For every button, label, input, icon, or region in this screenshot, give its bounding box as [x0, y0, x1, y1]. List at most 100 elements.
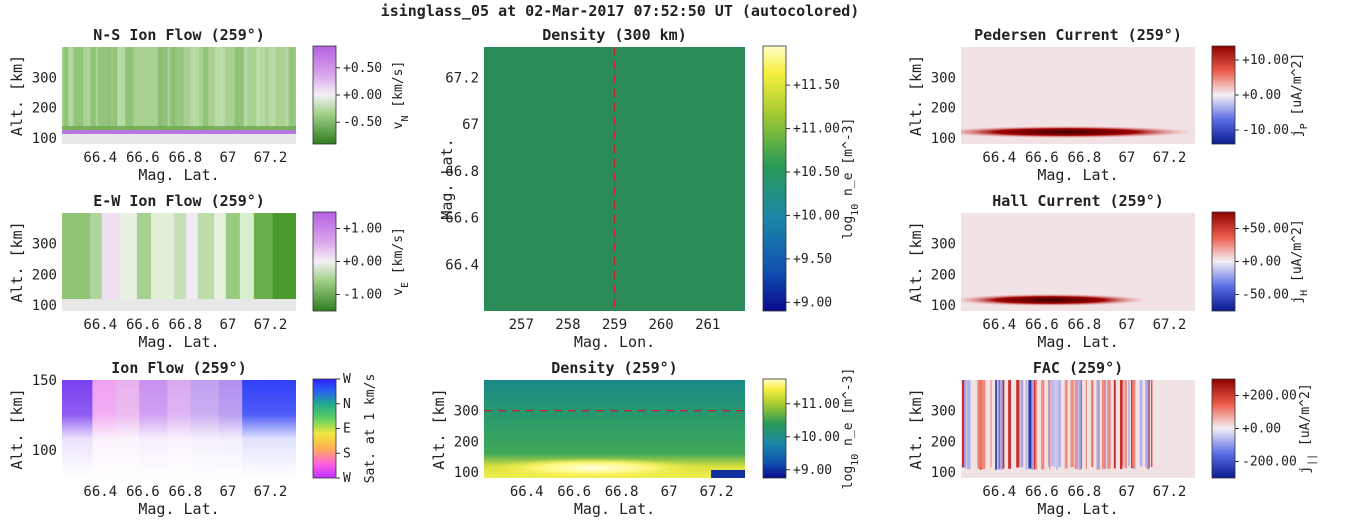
ped-ytick-label: 200 [931, 101, 956, 117]
hall-xtick-label: 66.6 [1025, 317, 1059, 333]
hall-xlabel: Mag. Lat. [1037, 333, 1118, 351]
ns-ylabel: Alt. [km] [8, 55, 26, 136]
den300-xtick-label: 261 [695, 317, 720, 333]
den259-ytick-label: 300 [454, 404, 479, 420]
ped-ytick-label: 100 [931, 131, 956, 147]
ion-xtick-label: 66.8 [169, 484, 203, 500]
ew-ylabel: Alt. [km] [8, 221, 26, 302]
fac-colorbar [1211, 378, 1236, 479]
den300-ytick-label: 66.8 [445, 164, 479, 180]
den300-ytick-label: 66.4 [445, 257, 479, 273]
den300-xtick-label: 259 [602, 317, 627, 333]
hall-xtick-label: 67.2 [1153, 317, 1187, 333]
ion-colorbar-tick: E [343, 422, 351, 437]
ped-xlabel: Mag. Lat. [1037, 166, 1118, 184]
fac-xtick-label: 66.8 [1068, 484, 1102, 500]
fac-field [961, 380, 1195, 478]
ew-ytick-label: 100 [32, 298, 57, 314]
den300-colorbar-tick: +10.50 [793, 165, 840, 180]
ns-colorbar-tick: +0.00 [343, 88, 382, 103]
ped-xtick-label: 67 [1118, 150, 1135, 166]
figure-title: isinglass_05 at 02-Mar-2017 07:52:50 UT … [381, 2, 860, 20]
ns-ytick-label: 200 [32, 101, 57, 117]
den259-xtick-label: 66.6 [557, 484, 591, 500]
ew-ytick-label: 300 [32, 237, 57, 253]
ion-colorbar-tick: N [343, 397, 351, 412]
den259-colorbar-label: log10 n_e [m^-3] [841, 368, 861, 490]
den300-colorbar-label: log10 n_e [m^-3] [841, 118, 861, 240]
den300-xtick-label: 260 [648, 317, 673, 333]
hall-xtick-label: 67 [1118, 317, 1135, 333]
ped-ylabel: Alt. [km] [907, 55, 925, 136]
den259-xtick-label: 66.8 [605, 484, 639, 500]
panel-ew: E-W Ion Flow (259°) 66.4 66.6 66.8 67 67.2 100… [8, 192, 411, 351]
ns-ytick-label: 100 [32, 131, 57, 147]
den300-colorbar-tick: +10.00 [793, 208, 840, 223]
hall-title: Hall Current (259°) [992, 192, 1164, 210]
ion-colorbar-tick: S [343, 446, 351, 461]
den259-colorbar [762, 378, 787, 479]
hall-field [961, 213, 1195, 311]
ion-xlabel: Mag. Lat. [138, 500, 219, 518]
ns-xlabel: Mag. Lat. [138, 166, 219, 184]
fac-ytick-label: 200 [931, 434, 956, 450]
panel-hall: Hall Current (259°) 66.4 66.6 66.8 67 67.2 100… [907, 192, 1310, 351]
fac-colorbar-tick: -200.00 [1242, 455, 1297, 470]
ew-xtick-label: 66.4 [83, 317, 117, 333]
ion-field [62, 380, 296, 478]
ped-colorbar-tick: +10.00 [1242, 53, 1289, 68]
den259-xlabel: Mag. Lat. [574, 500, 655, 518]
den300-colorbar-tick: +11.50 [793, 78, 840, 93]
ew-field [62, 213, 296, 311]
ion-colorbar-label: Sat. at 1 km/s [363, 374, 378, 484]
ion-xtick-label: 67.2 [254, 484, 288, 500]
ns-colorbar-tick: -0.50 [343, 115, 382, 130]
ew-colorbar-tick: -1.00 [343, 288, 382, 303]
fac-xtick-label: 67 [1118, 484, 1135, 500]
ped-xtick-label: 67.2 [1153, 150, 1187, 166]
ion-title: Ion Flow (259°) [111, 359, 246, 377]
den259-ytick-label: 100 [454, 465, 479, 481]
ion-ylabel: Alt. [km] [8, 388, 26, 469]
fac-xtick-label: 66.4 [982, 484, 1016, 500]
den300-ytick-label: 67.2 [445, 70, 479, 86]
hall-ytick-label: 300 [931, 237, 956, 253]
den300-xlabel: Mag. Lon. [574, 333, 655, 351]
ew-xtick-label: 67.2 [254, 317, 288, 333]
ion-xtick-label: 66.4 [83, 484, 117, 500]
panel-ion: Ion Flow (259°) 66.4 66.6 66.8 67 67.2 100 150 M… [8, 359, 378, 518]
ion-xtick-label: 67 [219, 484, 236, 500]
fac-xtick-label: 66.6 [1025, 484, 1059, 500]
fac-ylabel: Alt. [km] [907, 388, 925, 469]
ion-colorbar-tick: W [343, 372, 351, 387]
ns-xtick-label: 66.4 [83, 150, 117, 166]
hall-xtick-label: 66.8 [1068, 317, 1102, 333]
hall-ytick-label: 100 [931, 298, 956, 314]
ew-colorbar-tick: +0.00 [343, 255, 382, 270]
panel-den259: Density (259°) 66.4 66.6 66.8 67 67.2 100 200 30… [430, 359, 861, 518]
den300-xtick-label: 258 [555, 317, 580, 333]
den259-xtick-label: 67.2 [700, 484, 734, 500]
den259-xtick-label: 66.4 [510, 484, 544, 500]
fac-colorbar-tick: +200.00 [1242, 389, 1297, 404]
ew-xtick-label: 67 [219, 317, 236, 333]
ped-colorbar-tick: +0.00 [1242, 88, 1281, 103]
ew-colorbar-tick: +1.00 [343, 222, 382, 237]
ns-field [62, 47, 296, 144]
ew-ytick-label: 200 [32, 267, 57, 283]
ped-xtick-label: 66.8 [1068, 150, 1102, 166]
fac-title: FAC (259°) [1033, 359, 1123, 377]
hall-colorbar-tick: +0.00 [1242, 255, 1281, 270]
ion-ytick-label: 150 [32, 373, 57, 389]
hall-colorbar [1211, 211, 1236, 312]
den259-colorbar-tick: +11.00 [793, 397, 840, 412]
ns-xtick-label: 66.6 [126, 150, 160, 166]
ns-xtick-label: 66.8 [169, 150, 203, 166]
den259-field [484, 380, 745, 478]
hall-colorbar-tick: -50.00 [1242, 288, 1289, 303]
den259-colorbar-tick: +10.00 [793, 430, 840, 445]
ped-colorbar-tick: -10.00 [1242, 123, 1289, 138]
fac-colorbar-label: j|| [uA/m^2] [1298, 383, 1318, 473]
panel-fac: FAC (259°) 66.4 66.6 66.8 67 67.2 100 200 300 Mag… [907, 359, 1318, 518]
